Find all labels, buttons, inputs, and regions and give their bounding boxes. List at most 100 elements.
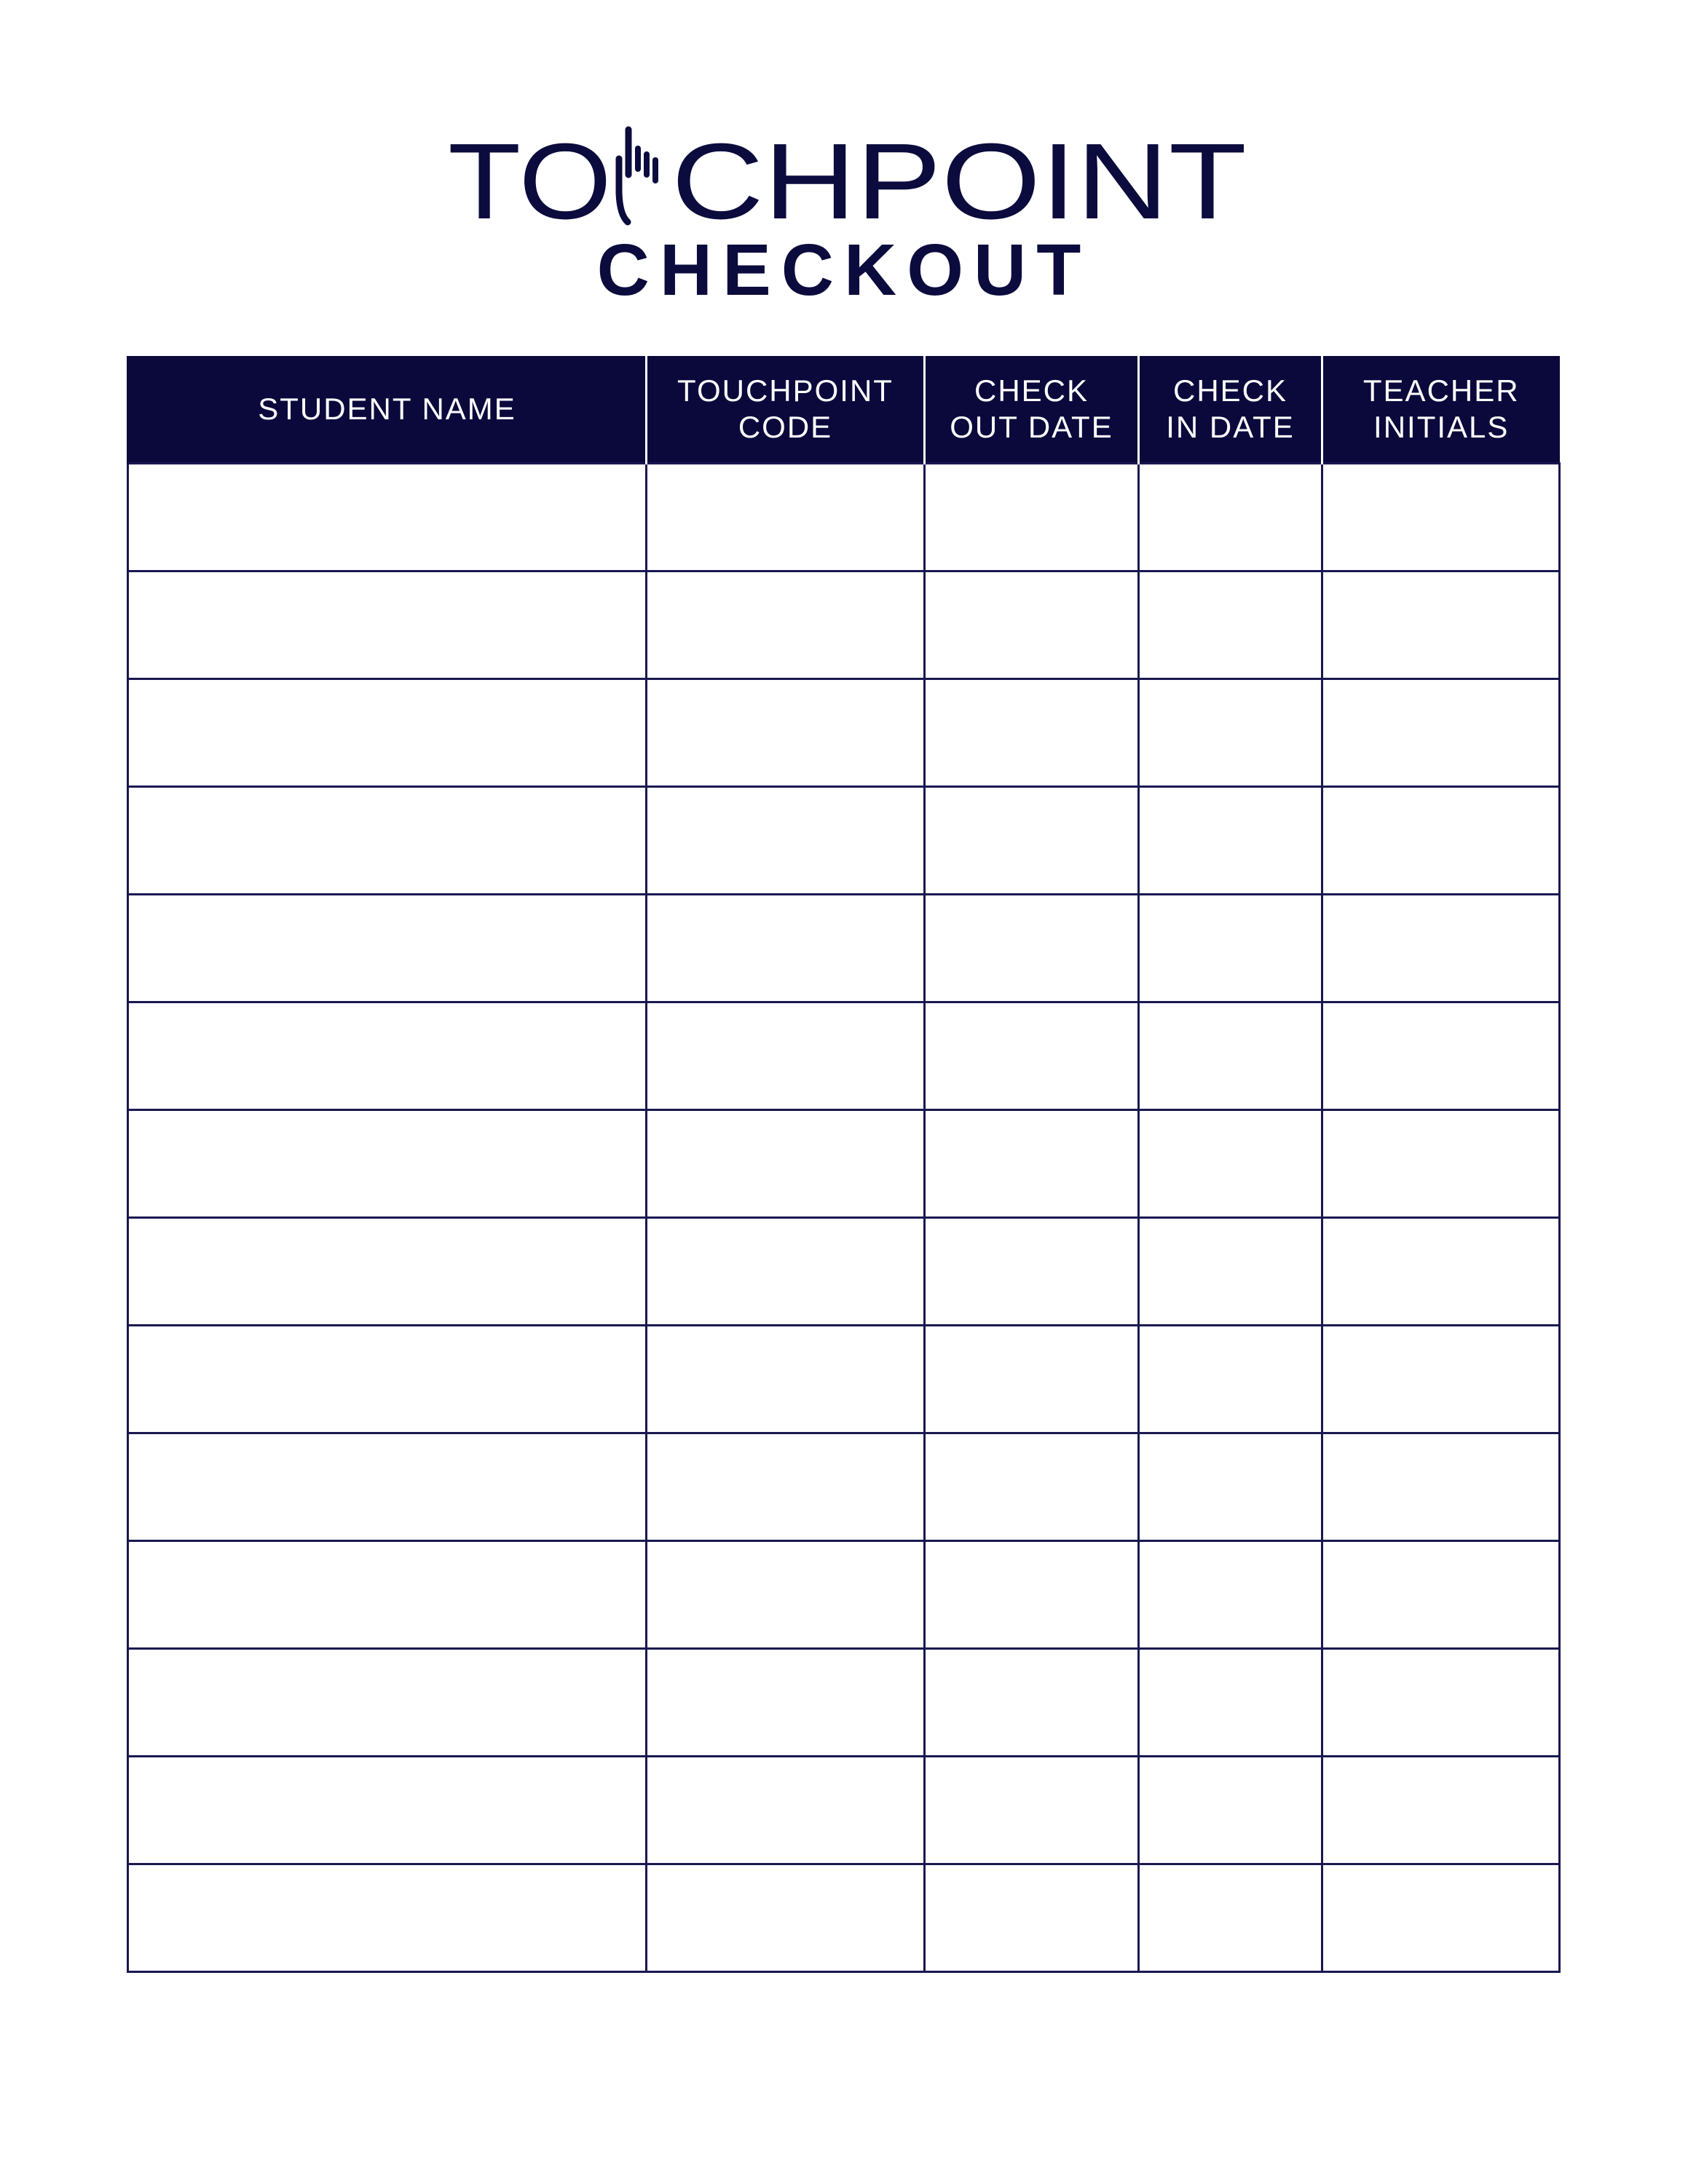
table-row <box>127 1863 1561 1973</box>
cell-touchpoint-code[interactable] <box>645 678 926 788</box>
cell-student-name[interactable] <box>127 1863 647 1973</box>
table-row <box>127 1001 1561 1111</box>
page-subtitle: CHECKOUT <box>596 229 1092 311</box>
cell-student-name[interactable] <box>127 1540 647 1650</box>
cell-teacher-initials[interactable] <box>1321 1324 1561 1434</box>
table-row <box>127 1540 1561 1650</box>
header-label: OUT DATE <box>950 410 1113 444</box>
cell-check-in-date[interactable] <box>1137 893 1323 1003</box>
cell-teacher-initials[interactable] <box>1321 1863 1561 1973</box>
cell-check-out-date[interactable] <box>923 570 1140 680</box>
cell-student-name[interactable] <box>127 1216 647 1326</box>
cell-check-in-date[interactable] <box>1137 1863 1323 1973</box>
svg-text:CHPOINT: CHPOINT <box>671 124 1247 233</box>
cell-check-in-date[interactable] <box>1137 1432 1323 1542</box>
cell-student-name[interactable] <box>127 1109 647 1219</box>
cell-check-out-date[interactable] <box>923 1216 1140 1326</box>
cell-touchpoint-code[interactable] <box>645 786 926 895</box>
cell-touchpoint-code[interactable] <box>645 1432 926 1542</box>
header-label: CHECK <box>1172 373 1288 408</box>
table-row <box>127 1324 1561 1434</box>
table-row <box>127 893 1561 1003</box>
cell-touchpoint-code[interactable] <box>645 1216 926 1326</box>
cell-touchpoint-code[interactable] <box>645 1647 926 1757</box>
cell-check-out-date[interactable] <box>923 893 1140 1003</box>
header-label: TEACHER <box>1362 373 1520 408</box>
cell-check-out-date[interactable] <box>923 462 1140 572</box>
cell-check-in-date[interactable] <box>1137 1324 1323 1434</box>
column-header-student-name: STUDENT NAME <box>127 356 647 464</box>
cell-touchpoint-code[interactable] <box>645 1109 926 1219</box>
cell-touchpoint-code[interactable] <box>645 1001 926 1111</box>
cell-student-name[interactable] <box>127 893 647 1003</box>
cell-teacher-initials[interactable] <box>1321 1001 1561 1111</box>
table-row <box>127 570 1561 680</box>
header-label: IN DATE <box>1166 410 1295 444</box>
cell-check-out-date[interactable] <box>923 1647 1140 1757</box>
cell-teacher-initials[interactable] <box>1321 678 1561 788</box>
header-label: STUDENT NAME <box>258 392 516 426</box>
cell-check-in-date[interactable] <box>1137 570 1323 680</box>
cell-touchpoint-code[interactable] <box>645 893 926 1003</box>
cell-check-in-date[interactable] <box>1137 462 1323 572</box>
cell-touchpoint-code[interactable] <box>645 462 926 572</box>
cell-teacher-initials[interactable] <box>1321 1540 1561 1650</box>
cell-student-name[interactable] <box>127 1647 647 1757</box>
cell-student-name[interactable] <box>127 1755 647 1865</box>
column-header-check-in-date: CHECK IN DATE <box>1137 356 1322 464</box>
cell-student-name[interactable] <box>127 1001 647 1111</box>
header-label: CODE <box>738 410 833 444</box>
svg-text:TO: TO <box>448 124 612 233</box>
cell-check-out-date[interactable] <box>923 1001 1140 1111</box>
touchpoint-logo: TO CHPOINT <box>448 124 1247 233</box>
checkout-table: STUDENT NAME TOUCHPOINT CODE CHECK OUT DAT… <box>127 356 1561 1973</box>
cell-touchpoint-code[interactable] <box>645 1863 926 1973</box>
cell-check-in-date[interactable] <box>1137 1001 1323 1111</box>
header-row: STUDENT NAME TOUCHPOINT CODE CHECK OUT DAT… <box>127 356 1560 464</box>
cell-check-in-date[interactable] <box>1137 1109 1323 1219</box>
cell-check-out-date[interactable] <box>923 1540 1140 1650</box>
cell-check-in-date[interactable] <box>1137 1216 1323 1326</box>
cell-teacher-initials[interactable] <box>1321 893 1561 1003</box>
table-row <box>127 1109 1561 1219</box>
table-row <box>127 1432 1561 1542</box>
cell-check-out-date[interactable] <box>923 1755 1140 1865</box>
cell-teacher-initials[interactable] <box>1321 1432 1561 1542</box>
cell-student-name[interactable] <box>127 678 647 788</box>
header-label: INITIALS <box>1373 410 1510 444</box>
cell-student-name[interactable] <box>127 1324 647 1434</box>
cell-check-out-date[interactable] <box>923 1432 1140 1542</box>
cell-check-out-date[interactable] <box>923 786 1140 895</box>
cell-teacher-initials[interactable] <box>1321 1109 1561 1219</box>
cell-check-in-date[interactable] <box>1137 678 1323 788</box>
cell-student-name[interactable] <box>127 1432 647 1542</box>
header-label: CHECK <box>974 373 1089 408</box>
column-header-check-out-date: CHECK OUT DATE <box>923 356 1139 464</box>
cell-check-in-date[interactable] <box>1137 1647 1323 1757</box>
cell-teacher-initials[interactable] <box>1321 570 1561 680</box>
cell-check-out-date[interactable] <box>923 1324 1140 1434</box>
cell-touchpoint-code[interactable] <box>645 1324 926 1434</box>
table-row <box>127 1647 1561 1757</box>
cell-touchpoint-code[interactable] <box>645 570 926 680</box>
cell-teacher-initials[interactable] <box>1321 1216 1561 1326</box>
cell-check-in-date[interactable] <box>1137 1755 1323 1865</box>
cell-touchpoint-code[interactable] <box>645 1755 926 1865</box>
cell-student-name[interactable] <box>127 462 647 572</box>
cell-check-out-date[interactable] <box>923 678 1140 788</box>
cell-check-in-date[interactable] <box>1137 786 1323 895</box>
cell-student-name[interactable] <box>127 570 647 680</box>
cell-check-out-date[interactable] <box>923 1109 1140 1219</box>
table-row <box>127 1216 1561 1326</box>
cell-teacher-initials[interactable] <box>1321 786 1561 895</box>
cell-check-in-date[interactable] <box>1137 1540 1323 1650</box>
cell-touchpoint-code[interactable] <box>645 1540 926 1650</box>
cell-teacher-initials[interactable] <box>1321 1647 1561 1757</box>
column-header-touchpoint-code: TOUCHPOINT CODE <box>645 356 925 464</box>
cell-check-out-date[interactable] <box>923 1863 1140 1973</box>
table-row <box>127 678 1561 788</box>
cell-teacher-initials[interactable] <box>1321 462 1561 572</box>
cell-student-name[interactable] <box>127 786 647 895</box>
cell-teacher-initials[interactable] <box>1321 1755 1561 1865</box>
table-row <box>127 462 1561 572</box>
